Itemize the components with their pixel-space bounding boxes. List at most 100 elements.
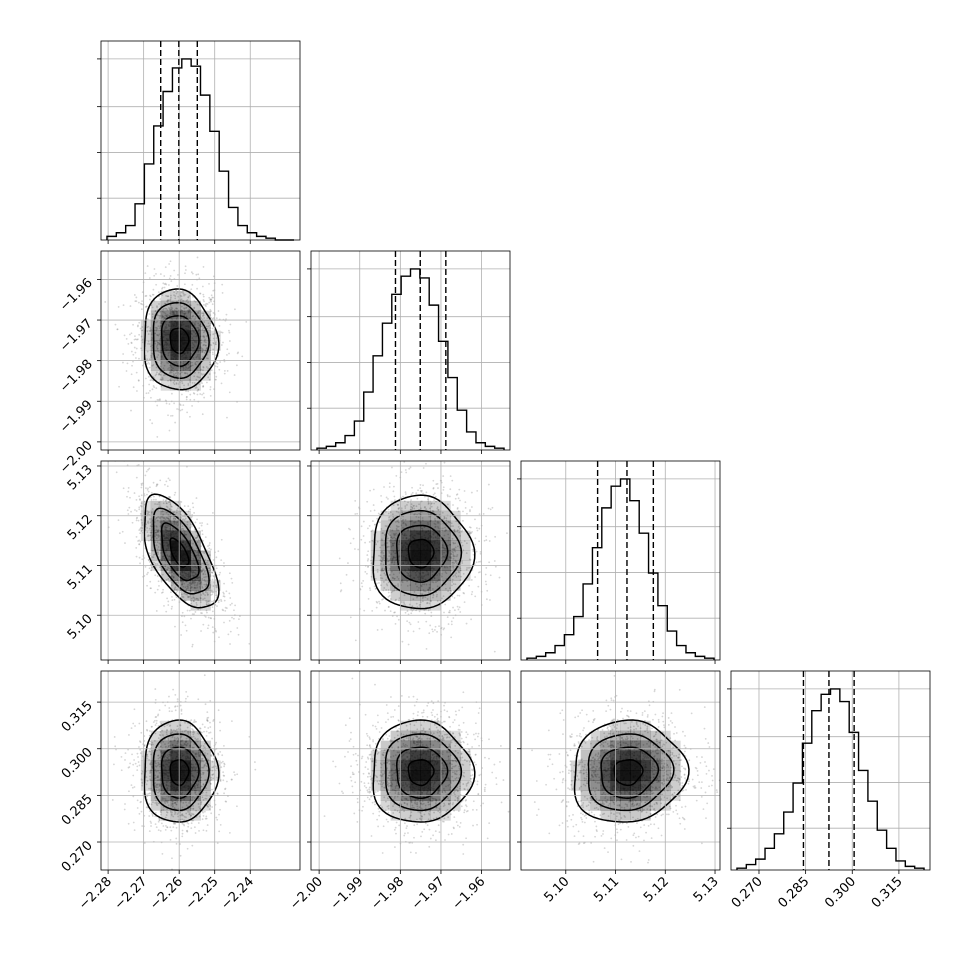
sample-point <box>210 298 213 301</box>
sample-point <box>402 601 405 604</box>
sample-point <box>133 708 136 711</box>
sample-point <box>190 311 193 314</box>
sample-point <box>196 536 199 538</box>
sample-point <box>212 296 215 299</box>
sample-point <box>488 540 491 542</box>
sample-point <box>208 296 211 299</box>
sample-point <box>146 510 149 513</box>
sample-point <box>226 663 228 665</box>
sample-point <box>433 492 436 495</box>
sample-point <box>231 616 233 619</box>
sample-point <box>155 326 158 329</box>
sample-point <box>164 317 167 320</box>
sample-point <box>199 601 202 604</box>
sample-point <box>469 510 471 513</box>
sample-point <box>175 289 177 292</box>
sample-point <box>202 562 205 565</box>
sample-point <box>456 529 459 532</box>
sample-point <box>207 600 209 603</box>
sample-point <box>147 534 150 537</box>
sample-point <box>175 375 178 377</box>
sample-point <box>165 283 168 286</box>
sample-point <box>446 616 449 619</box>
sample-point <box>212 341 215 344</box>
sample-point <box>203 583 206 586</box>
sample-point <box>215 584 218 587</box>
sample-point <box>203 552 206 555</box>
sample-point <box>159 734 162 737</box>
sample-point <box>397 507 400 510</box>
sample-point <box>148 527 151 530</box>
density-cell <box>420 550 431 561</box>
sample-point <box>397 525 400 528</box>
sample-point <box>196 389 199 392</box>
sample-point <box>151 364 154 367</box>
density-cell <box>160 320 172 331</box>
sample-point <box>184 269 187 271</box>
sample-point <box>457 510 460 513</box>
sample-point <box>187 505 190 508</box>
sample-point <box>173 493 176 496</box>
sample-point <box>210 589 213 592</box>
sample-point <box>149 330 152 333</box>
sample-point <box>211 571 214 574</box>
sample-point <box>388 552 391 554</box>
sample-point <box>416 513 419 516</box>
sample-point <box>469 532 472 534</box>
sample-point <box>197 273 200 276</box>
sample-point <box>200 582 203 585</box>
sample-point <box>471 530 473 533</box>
sample-point <box>157 546 160 548</box>
sample-point <box>180 291 183 294</box>
sample-point <box>166 309 169 312</box>
sample-point <box>218 580 221 583</box>
sample-point <box>156 483 159 486</box>
sample-point <box>148 772 151 774</box>
sample-point <box>423 506 426 509</box>
sample-point <box>180 709 183 712</box>
sample-point <box>403 500 406 503</box>
sample-point <box>163 369 166 372</box>
sample-point <box>449 589 452 592</box>
sample-point <box>215 630 217 633</box>
sample-point <box>428 586 431 589</box>
sample-point <box>432 593 435 596</box>
density-cell <box>390 540 401 551</box>
sample-point <box>173 309 176 311</box>
sample-point <box>148 277 151 279</box>
panel-frame <box>100 250 301 451</box>
sample-point <box>452 525 454 527</box>
sample-point <box>239 615 241 617</box>
sample-point <box>181 380 183 383</box>
sample-point <box>137 463 140 466</box>
sample-point <box>205 601 208 604</box>
sample-point <box>135 300 138 303</box>
sample-point <box>139 532 141 535</box>
scatter-panel-0-3 <box>97 670 301 874</box>
sample-point <box>450 522 453 525</box>
sample-point <box>144 306 147 308</box>
sample-point <box>116 328 119 331</box>
sample-point <box>203 304 205 306</box>
sample-point <box>191 581 194 584</box>
sample-point <box>478 540 481 543</box>
sample-point <box>114 745 117 748</box>
density-cell <box>170 320 181 331</box>
sample-point <box>156 551 159 554</box>
sample-point <box>184 729 187 732</box>
sample-point <box>390 536 393 539</box>
sample-point <box>145 305 148 308</box>
sample-point <box>127 487 130 489</box>
sample-point <box>147 392 150 394</box>
sample-point <box>194 521 197 524</box>
sample-point <box>427 589 429 591</box>
sample-point <box>223 621 225 624</box>
sample-point <box>209 617 212 619</box>
sample-point <box>151 531 153 534</box>
sample-point <box>208 567 211 570</box>
sample-point <box>165 402 168 405</box>
sample-point <box>197 371 200 374</box>
sample-point <box>151 556 154 558</box>
sample-point <box>159 378 162 381</box>
sample-point <box>180 583 183 586</box>
